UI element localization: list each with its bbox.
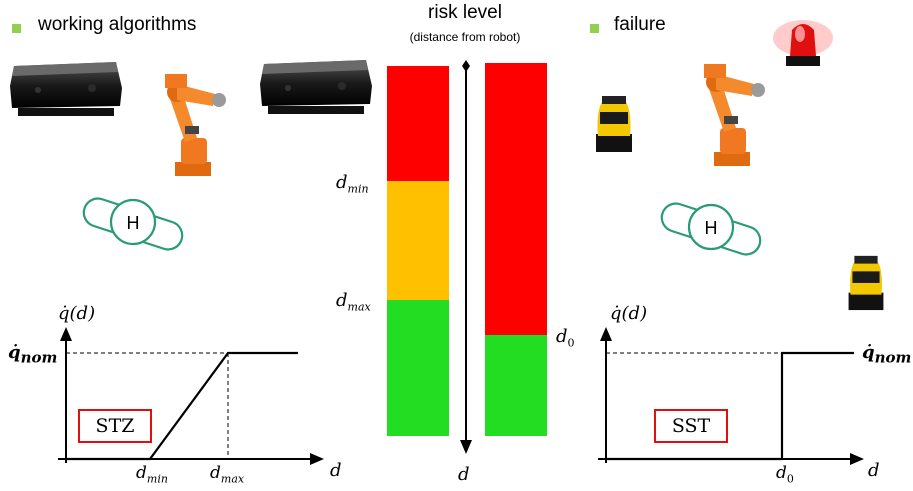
d0-label: d0	[556, 326, 575, 350]
risk-bar-right-green	[485, 335, 547, 436]
failure-heading: failure	[614, 14, 666, 35]
stz-qnom-label: q̇nom	[8, 342, 58, 367]
risk-level-title: risk level	[428, 2, 502, 23]
stz-velocity-plot	[58, 327, 324, 465]
sst-ylabel: q̇(d)	[610, 303, 648, 324]
distance-axis-arrow	[460, 60, 472, 454]
stz-xlabel: d	[330, 460, 342, 481]
bullet-marker-right	[590, 24, 599, 33]
sst-box-label: SST	[654, 409, 728, 443]
sst-xtick-d0: d0	[776, 463, 794, 486]
stz-box-label: STZ	[78, 409, 152, 443]
laser-scanner-icon	[848, 255, 884, 311]
human-icon: H	[660, 202, 762, 256]
sst-velocity-plot	[598, 327, 864, 465]
working-algorithms-heading: working algorithms	[38, 14, 197, 35]
stz-xtick-dmin: dmin	[136, 463, 168, 486]
depth-camera-icon	[10, 62, 122, 116]
human-label: H	[705, 218, 718, 238]
human-icon: H	[82, 197, 184, 251]
risk-bar-left-amber	[387, 181, 449, 300]
stz-xtick-dmax: dmax	[210, 463, 245, 486]
sst-xlabel: d	[868, 460, 880, 481]
human-label: H	[127, 213, 140, 233]
sst-qnom-label: q̇nom	[862, 342, 912, 367]
bullet-marker-left	[12, 24, 21, 33]
robot-arm-icon	[704, 64, 765, 166]
risk-bar-right-red	[485, 63, 547, 335]
risk-level-subtitle: (distance from robot)	[409, 30, 521, 44]
d-axis-label: d	[458, 464, 470, 485]
alarm-beacon-icon	[773, 20, 833, 66]
risk-bar-left-red	[387, 66, 449, 181]
risk-bar-left-green	[387, 300, 449, 436]
d-max-label: dmax	[336, 290, 371, 314]
d-min-label: dmin	[336, 172, 369, 196]
robot-arm-icon	[165, 74, 226, 176]
laser-scanner-icon	[596, 96, 632, 152]
depth-camera-icon	[260, 60, 372, 114]
stz-ylabel: q̇(d)	[58, 303, 96, 324]
